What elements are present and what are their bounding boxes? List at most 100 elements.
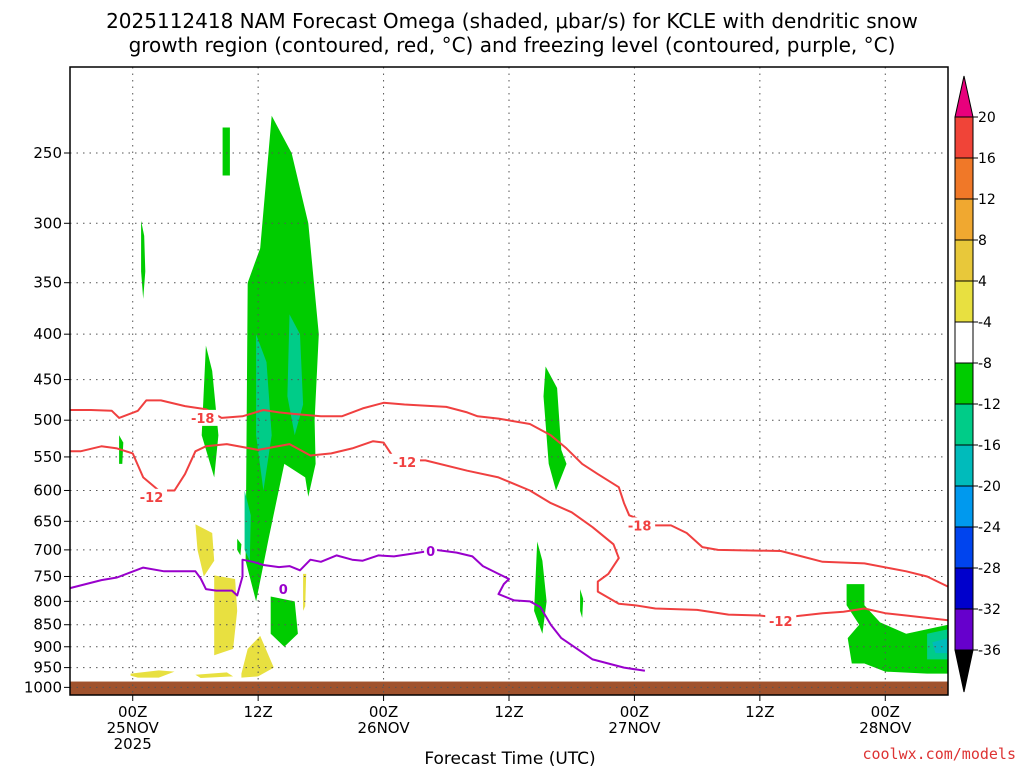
y-tick-label: 950 [33, 659, 62, 677]
colorbar-band [954, 157, 974, 200]
omega-region [580, 589, 584, 618]
x-tick-label: 12Z [494, 703, 523, 721]
colorbar-arrow-top [954, 75, 974, 118]
omega-region [256, 334, 272, 491]
colorbar-label: -36 [978, 643, 1001, 659]
title-line-1: 2025112418 NAM Forecast Omega (shaded, μ… [106, 9, 918, 33]
contour-label-bg [276, 581, 290, 598]
contour-label-bg [624, 517, 656, 534]
y-tick-label: 850 [33, 616, 62, 634]
x-tick-label: 00Z [118, 703, 147, 721]
contour-label-bg [187, 409, 219, 426]
y-tick-label: 350 [33, 274, 62, 292]
y-tick-label: 400 [33, 325, 62, 343]
colorbar-band [954, 444, 974, 487]
colorbar-label: 8 [978, 233, 987, 249]
x-axis-label: Forecast Time (UTC) [424, 749, 595, 768]
colorbar-band [954, 567, 974, 610]
contour-label: 0 [426, 545, 435, 560]
x-tick-label: 25NOV [107, 719, 160, 737]
chart-title: 2025112418 NAM Forecast Omega (shaded, μ… [106, 9, 918, 57]
colorbar-label: -4 [978, 315, 992, 331]
y-tick-label: 250 [33, 144, 62, 162]
x-tick-label: 00Z [871, 703, 900, 721]
omega-region [932, 638, 948, 654]
colorbar: 20 16 12 8 4 -4 -8 -12 -16 -20 -24 -28 -32 -36 [954, 75, 1001, 693]
colorbar-label: -8 [978, 356, 992, 372]
omega-region [237, 538, 242, 556]
colorbar-label: 4 [978, 274, 987, 290]
omega-region [141, 220, 146, 299]
contour-label-bg [765, 613, 797, 630]
y-tick-label: 300 [33, 214, 62, 232]
y-tick-label: 550 [33, 448, 62, 466]
omega-region [222, 127, 230, 176]
contour-label: -12 [140, 491, 164, 506]
omega-region [214, 575, 238, 656]
credit-text: coolwx.com/models [862, 745, 1016, 763]
contour-label: -12 [769, 615, 793, 630]
colorbar-label: -16 [978, 438, 1001, 454]
colorbar-arrow-bottom [954, 649, 974, 693]
omega-region [195, 524, 215, 577]
ground-fill [70, 681, 948, 695]
y-tick-label: 900 [33, 638, 62, 656]
contour-label-bg [424, 542, 438, 559]
y-tick-label: 650 [33, 512, 62, 530]
omega-region [303, 573, 307, 611]
omega-region [846, 584, 948, 674]
contour-label-bg [136, 488, 168, 505]
x-tick-label: 26NOV [358, 719, 411, 737]
omega-region [287, 314, 304, 436]
contour--18 [70, 399, 949, 588]
x-tick-label: 12Z [243, 703, 272, 721]
colorbar-band [954, 485, 974, 528]
contour-label: -18 [628, 519, 652, 534]
contour-label: 0 [279, 583, 288, 598]
colorbar-band [954, 362, 974, 405]
y-tick-label: 500 [33, 411, 62, 429]
omega-region [244, 490, 251, 561]
grid [70, 67, 948, 695]
colorbar-label: -32 [978, 602, 1001, 618]
y-axis: 250 300 350 400 450 500 550 600 650 700 750 800 850 9… [24, 144, 70, 696]
contour-label: -18 [191, 412, 215, 427]
x-tick-label: 28NOV [859, 719, 912, 737]
x-tick-label: 2025 [114, 735, 152, 753]
y-tick-label: 800 [33, 592, 62, 610]
omega-region [130, 670, 175, 678]
colorbar-band [954, 608, 974, 651]
omega-shading [119, 115, 948, 678]
y-tick-label: 750 [33, 567, 62, 585]
y-tick-label: 700 [33, 541, 62, 559]
title-line-2: growth region (contoured, red, °C) and f… [129, 33, 896, 57]
colorbar-label: 12 [978, 192, 996, 208]
omega-region [195, 672, 234, 678]
colorbar-band [954, 198, 974, 241]
contour-label-bg [388, 453, 420, 470]
x-tick-label: 27NOV [608, 719, 661, 737]
y-tick-label: 450 [33, 371, 62, 389]
colorbar-label: -24 [978, 520, 1001, 536]
colorbar-band [954, 239, 974, 282]
y-tick-label: 1000 [24, 678, 62, 696]
colorbar-label: -20 [978, 479, 1001, 495]
contour-label: -12 [393, 456, 417, 471]
colorbar-label: 16 [978, 151, 996, 167]
y-tick-label: 600 [33, 481, 62, 499]
omega-region [543, 366, 567, 491]
contour-lines: -18 -18 -12 -12 -12 0 0 [69, 399, 949, 672]
colorbar-label: -12 [978, 397, 1001, 413]
x-tick-label: 00Z [369, 703, 398, 721]
contour-0 [69, 548, 646, 672]
x-tick-label: 12Z [745, 703, 774, 721]
colorbar-band [954, 280, 974, 323]
colorbar-band [954, 321, 974, 364]
colorbar-band [954, 403, 974, 446]
colorbar-label: -28 [978, 561, 1001, 577]
colorbar-band [954, 526, 974, 569]
colorbar-band [954, 116, 974, 159]
omega-region [270, 596, 298, 647]
